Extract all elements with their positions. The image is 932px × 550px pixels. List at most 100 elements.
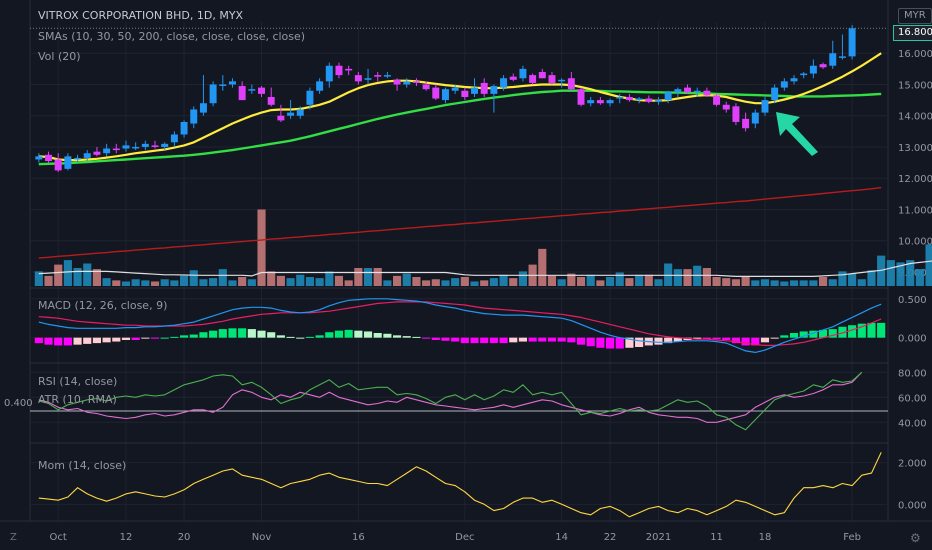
macd-histogram-bar: [112, 337, 121, 342]
candle-body: [403, 81, 411, 85]
candle-body: [722, 104, 730, 110]
volume-legend: Vol (20): [38, 50, 81, 63]
macd-histogram-bar: [615, 337, 624, 349]
volume-bar: [644, 274, 653, 286]
macd-histogram-bar: [267, 332, 276, 338]
candle-body: [771, 87, 779, 101]
macd-histogram-bar: [470, 337, 479, 344]
macd-histogram-bar: [838, 326, 847, 338]
candle-body: [664, 92, 672, 101]
volume-bar: [131, 279, 140, 286]
volume-bar: [586, 274, 595, 286]
macd-histogram-bar: [567, 337, 576, 343]
candle-body: [654, 100, 662, 102]
macd-histogram-bar: [509, 337, 518, 343]
candle-body: [112, 148, 120, 151]
macd-histogram-bar: [325, 332, 334, 338]
x-tick-label: 20: [178, 532, 191, 543]
candle-body: [74, 157, 82, 160]
volume-bar: [538, 248, 547, 286]
volume-bar: [673, 269, 682, 286]
volume-bar: [373, 268, 382, 286]
currency-tag[interactable]: MYR: [898, 8, 932, 24]
x-tick-label: 12: [120, 532, 133, 543]
candle-body: [451, 87, 459, 91]
volume-bar: [741, 277, 750, 286]
macd-histogram-bar: [199, 332, 208, 338]
volume-bar: [925, 244, 932, 286]
candle-body: [519, 68, 527, 79]
candle-body: [422, 84, 430, 90]
macd-histogram-bar: [170, 336, 179, 338]
volume-bar: [276, 275, 285, 286]
macd-histogram-bar: [83, 337, 92, 344]
volume-bar: [606, 277, 615, 286]
macd-histogram-bar: [344, 329, 353, 338]
volume-bar: [44, 275, 53, 286]
candle-body: [713, 95, 721, 105]
candle-body: [219, 84, 227, 86]
gear-icon[interactable]: ⚙: [910, 531, 921, 545]
candle-body: [209, 84, 217, 104]
macd-histogram-bar: [557, 337, 566, 342]
macd-histogram-bar: [276, 335, 285, 338]
candle-body: [587, 100, 595, 104]
candle-body: [693, 90, 701, 93]
macd-histogram-bar: [451, 337, 460, 342]
x-tick-label: Feb: [843, 532, 861, 543]
volume-bar: [209, 278, 218, 286]
candle-body: [335, 65, 343, 76]
macd-histogram-bar: [586, 337, 595, 347]
rsi-tick-label: 60.00: [898, 393, 927, 404]
volume-bar: [160, 279, 169, 286]
volume-bar: [480, 280, 489, 286]
candle-body: [606, 100, 614, 104]
macd-histogram-bar: [441, 337, 450, 341]
candle-body: [170, 134, 178, 143]
macd-histogram-bar: [538, 337, 547, 342]
macd-histogram-bar: [528, 337, 537, 342]
candle-body: [548, 75, 556, 83]
candle-body: [141, 143, 149, 147]
macd-histogram-bar: [238, 328, 247, 338]
macd-histogram-bar: [499, 337, 508, 344]
volume-bar: [63, 260, 72, 286]
macd-histogram-bar: [731, 337, 740, 344]
sma10-line: [38, 52, 882, 162]
macd-tick-label: 0.500: [898, 295, 927, 306]
timezone-badge[interactable]: Z: [10, 532, 17, 543]
chart-title: VITROX CORPORATION BHD, 1D, MYX: [38, 9, 244, 22]
candle-body: [258, 87, 266, 94]
volume-bar: [189, 270, 198, 286]
macd-histogram-bar: [489, 337, 498, 344]
volume-ma-line: [38, 260, 932, 277]
candle-body: [267, 96, 275, 105]
volume-bar: [315, 278, 324, 286]
volume-bar: [296, 274, 305, 286]
volume-bar: [567, 273, 576, 286]
macd-histogram-bar: [625, 337, 634, 348]
macd-histogram-bar: [209, 330, 218, 338]
x-tick-label: 18: [759, 532, 772, 543]
candle-body: [132, 146, 140, 149]
macd-histogram-bar: [606, 337, 615, 349]
volume-bar: [789, 280, 799, 286]
x-tick-label: 16: [352, 532, 365, 543]
volume-bar: [402, 273, 411, 286]
candle-body: [316, 81, 324, 91]
macd-histogram-bar: [228, 328, 237, 338]
volume-bar: [422, 280, 431, 286]
macd-histogram-bar: [460, 337, 469, 344]
macd-histogram-bar: [354, 330, 363, 338]
macd-histogram-bar: [383, 333, 392, 338]
volume-bar: [170, 280, 179, 286]
macd-histogram-bar: [160, 337, 169, 339]
atr-legend: ATR (10, RMA): [38, 393, 117, 406]
volume-bar: [92, 269, 101, 286]
volume-bar: [325, 271, 334, 286]
volume-bar: [34, 271, 43, 286]
candle-body: [306, 90, 314, 105]
rsi-tick-label: 80.00: [898, 368, 927, 379]
volume-bar: [799, 280, 808, 286]
